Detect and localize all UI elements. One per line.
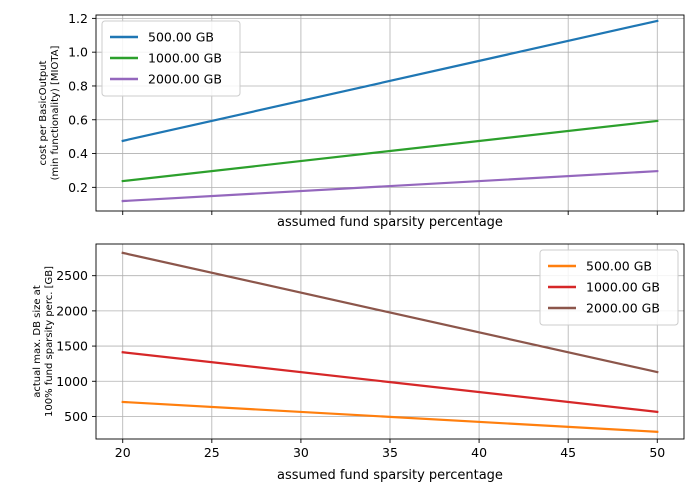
y-axis-label-line-2: (min functionality) [MIOTA] (50, 46, 61, 181)
y-tick-label: 0.6 (68, 112, 88, 127)
series-line-1 (121, 400, 659, 433)
y-tick-label: 500 (64, 409, 88, 424)
legend-box (101, 20, 241, 97)
x-tick-label: 35 (382, 445, 398, 460)
series-line-3 (121, 251, 659, 374)
series-line-3 (121, 169, 659, 203)
y-tick-label: 0.2 (68, 180, 88, 195)
series-line-1 (121, 19, 659, 143)
y-tick-label: 1000 (56, 374, 88, 389)
legend-label-3: 2000.00 GB (586, 301, 660, 316)
x-tick-label: 30 (293, 445, 309, 460)
legend-label-2: 1000.00 GB (148, 51, 222, 66)
y-tick-label: 1.0 (68, 45, 88, 60)
y-axis-label-line-1: actual max. DB size at (32, 285, 43, 398)
legend-box (539, 249, 679, 326)
y-axis-label-line-2: 100% fund sparsity perc. [GB] (44, 266, 55, 417)
x-tick-label: 25 (204, 445, 220, 460)
series-line-2 (121, 119, 659, 183)
y-tick-label: 2500 (56, 268, 88, 283)
y-tick-label: 1500 (56, 339, 88, 354)
legend-label-3: 2000.00 GB (148, 72, 222, 87)
y-tick-label: 0.8 (68, 78, 88, 93)
series-line-2 (121, 351, 659, 414)
y-tick-label: 0.4 (68, 146, 88, 161)
x-tick-label: 20 (115, 445, 131, 460)
legend: 500.00 GB 1000.00 GB 2000.00 GB (101, 20, 241, 97)
chart-panel-2: 20 25 30 35 40 45 50 500 1000 1500 2000 2500 assumed… (32, 243, 685, 483)
x-tick-label: 40 (471, 445, 487, 460)
chart-panel-1: 0.2 0.4 0.6 0.8 1.0 1.2 assumed fund sparsity … (38, 11, 685, 230)
x-axis-label: assumed fund sparsity percentage (277, 468, 503, 483)
y-tick-label: 1.2 (68, 11, 88, 26)
legend: 500.00 GB 1000.00 GB 2000.00 GB (539, 249, 679, 326)
x-tick-label: 45 (560, 445, 576, 460)
legend-label-1: 500.00 GB (586, 259, 652, 274)
x-axis-label: assumed fund sparsity percentage (277, 215, 503, 230)
y-tick-label: 2000 (56, 303, 88, 318)
y-axis-label-line-1: cost per BasicOutput (38, 60, 49, 165)
x-tick-label: 50 (649, 445, 665, 460)
legend-label-2: 1000.00 GB (586, 280, 660, 295)
legend-label-1: 500.00 GB (148, 30, 214, 45)
